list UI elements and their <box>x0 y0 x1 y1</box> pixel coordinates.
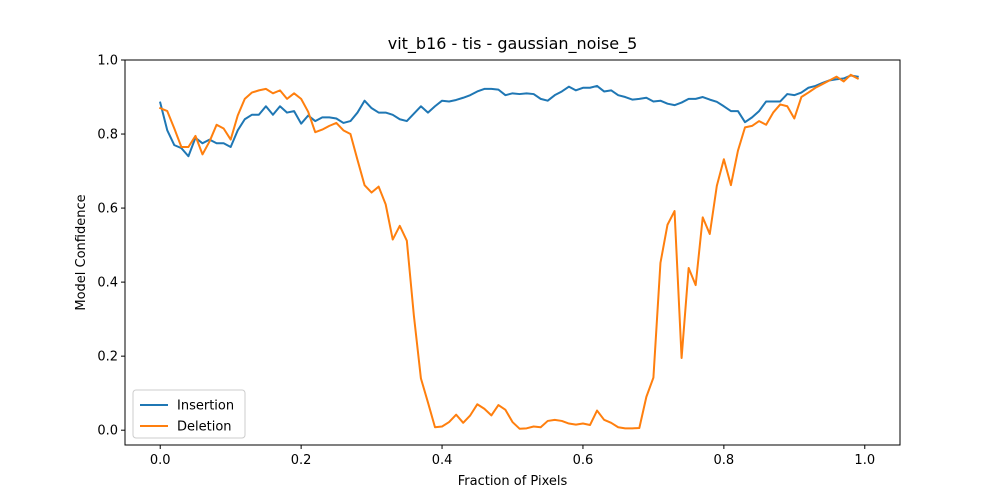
series-line-deletion <box>158 73 860 430</box>
x-tick-label: 0.6 <box>573 453 594 468</box>
y-tick-label: 0.6 <box>97 202 118 217</box>
y-tick-label: 0.8 <box>97 128 118 143</box>
y-tick-label: 0.4 <box>97 276 118 291</box>
y-axis-ticks: 0.0 0.2 0.4 0.6 0.8 1.0 <box>97 54 125 439</box>
legend: Insertion Deletion <box>132 389 246 439</box>
x-tick-label: 0.0 <box>150 453 171 468</box>
plot-lines <box>158 73 860 430</box>
y-tick-label: 1.0 <box>97 54 118 69</box>
y-tick-label: 0.2 <box>97 350 118 365</box>
legend-label-insertion: Insertion <box>177 399 234 414</box>
x-axis-ticks: 0.0 0.2 0.4 0.6 0.8 1.0 <box>150 445 875 468</box>
y-axis-label: Model Confidence <box>74 194 89 310</box>
x-tick-label: 0.4 <box>432 453 453 468</box>
x-tick-label: 1.0 <box>854 453 875 468</box>
x-tick-label: 0.8 <box>714 453 735 468</box>
plot-frame <box>124 59 901 446</box>
chart-title: vit_b16 - tis - gaussian_noise_5 <box>388 34 638 54</box>
series-line-insertion <box>159 74 859 158</box>
y-tick-label: 0.0 <box>97 424 118 439</box>
legend-label-deletion: Deletion <box>177 420 232 435</box>
x-tick-label: 0.2 <box>291 453 312 468</box>
x-axis-label: Fraction of Pixels <box>458 474 568 489</box>
